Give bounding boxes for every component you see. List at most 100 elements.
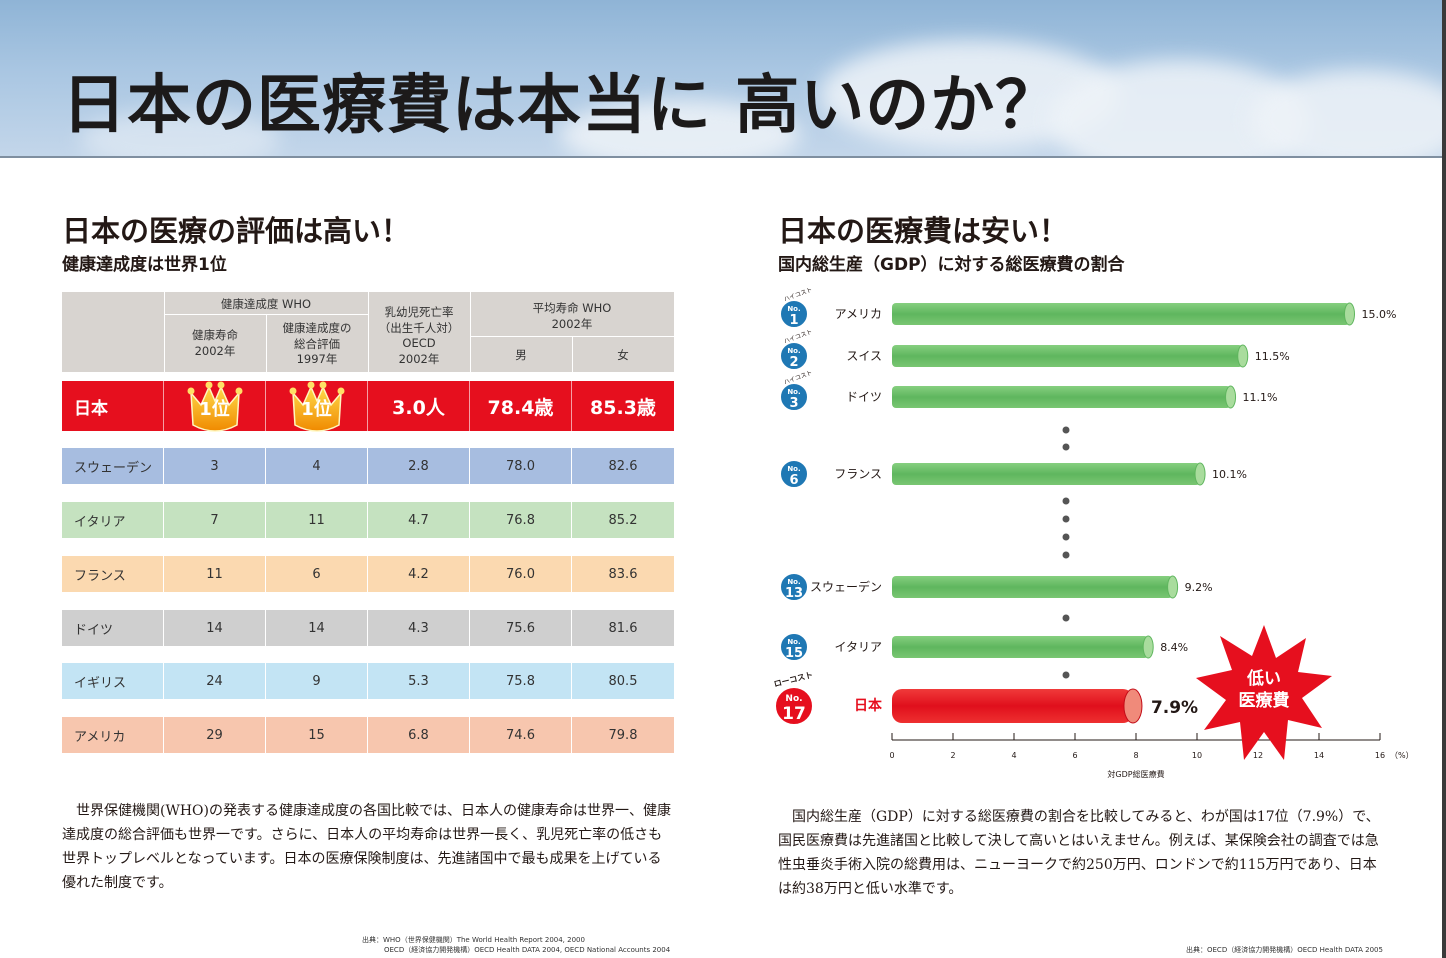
table-row: スウェーデン 3 4 2.8 78.0 82.6 [62, 448, 674, 484]
table-cell-name: フランス [62, 556, 164, 592]
table-header: 健康達成度 WHO 健康寿命 2002年 健康達成度の 総合評価 1997年 乳… [62, 292, 674, 372]
table-cell-infant: 4.3 [368, 610, 470, 646]
header-healthy-life: 健康寿命 2002年 [192, 328, 238, 358]
rank-badge-icon [779, 459, 809, 489]
cloud [80, 110, 280, 156]
sky-header-background [0, 0, 1446, 156]
table-cell-healthy-life: 14 [164, 610, 266, 646]
table-cell-name: イギリス [62, 663, 164, 699]
table-cell-overall: 11 [266, 502, 368, 538]
rank-badge-number: 13 [785, 586, 803, 601]
japan-healthy-life-cell: 1位 [164, 381, 266, 432]
value-label: 9.2% [1185, 581, 1213, 594]
low-cost-burst-text: 低い 医療費 [1194, 668, 1334, 712]
right-section-subtitle: 国内総生産（GDP）に対する総医療費の割合 [778, 255, 1125, 275]
value-label: 7.9% [1151, 698, 1198, 718]
table-cell-female: 85.2 [608, 512, 638, 528]
table-row: フランス 11 6 4.2 76.0 83.6 [62, 556, 674, 592]
value-label: 8.4% [1160, 641, 1188, 654]
low-cost-burst-icon [1196, 625, 1332, 760]
category-label: イタリア [834, 640, 882, 654]
x-tick-label: 12 [1253, 751, 1263, 760]
table-cell-name: スウェーデン [62, 448, 164, 484]
x-tick-label: 4 [1011, 751, 1016, 760]
rank-badge-number: 3 [789, 396, 798, 411]
category-label: フランス [834, 467, 882, 481]
bar-row-5: No.15 イタリア 8.4% [779, 632, 1188, 662]
japan-male-value: 78.4歳 [470, 381, 572, 431]
header-group-who: 健康達成度 WHO [220, 297, 312, 311]
table-cell-infant: 4.2 [368, 556, 470, 592]
table-cell-overall: 9 [266, 663, 368, 699]
ellipsis-dot [1062, 515, 1070, 523]
left-paragraph: 世界保健機関(WHO)の発表する健康達成度の各国比較では、日本人の健康寿命は世界… [62, 803, 671, 891]
table-cell-female: 82.6 [608, 458, 638, 474]
table-cell-male: 74.6 [470, 717, 572, 753]
table-cell-name: アメリカ [62, 717, 164, 753]
rank-badge-icon [779, 632, 809, 662]
rank-badge-number: 2 [789, 355, 798, 370]
rank-badge-icon [779, 572, 809, 602]
table-cell-infant: 5.3 [368, 663, 470, 699]
table-row: イタリア 7 11 4.7 76.8 85.2 [62, 502, 674, 538]
rank-badge-prefix: No. [787, 388, 800, 396]
rank-badge-icon [779, 341, 809, 371]
table-cell-female: 79.8 [608, 727, 638, 743]
table-cell-female: 81.6 [608, 620, 638, 636]
table-cell-name: ドイツ [62, 610, 164, 646]
bar-row-4: No.13 スウェーデン 9.2% [779, 572, 1213, 602]
x-tick-label: 2 [950, 751, 955, 760]
header-male: 男 [515, 348, 527, 362]
japan-healthy-life-value: 1位 [199, 399, 230, 420]
ellipsis-dot [1062, 443, 1070, 451]
japan-female-value: 85.3歳 [590, 396, 656, 419]
table-cell-overall: 4 [266, 448, 368, 484]
crown-icon [187, 381, 242, 432]
bar-row-3: No.6 フランス 10.1% [779, 459, 1247, 489]
burst-line-1: 低い [1247, 669, 1281, 689]
header-overall: 健康達成度の 総合評価 1997年 [282, 321, 352, 367]
x-unit-label: （%） [1390, 751, 1414, 760]
japan-overall-cell: 1位 [266, 381, 368, 432]
ellipsis-dot [1062, 533, 1070, 541]
table-cell-male: 75.6 [470, 610, 572, 646]
table-row: イギリス 24 9 5.3 75.8 80.5 [62, 663, 674, 699]
right-source: 出典：OECD（経済協力開発機構）OECD Health DATA 2005 [1186, 946, 1383, 954]
value-label: 15.0% [1362, 308, 1397, 321]
bar [892, 576, 1173, 598]
bar [892, 463, 1201, 485]
table-cell-overall: 14 [266, 610, 368, 646]
ellipsis-dot [1062, 551, 1070, 559]
table-cell-healthy-life: 11 [164, 556, 266, 592]
cloud [560, 100, 800, 156]
ellipsis-dot [1062, 497, 1070, 505]
rank-badge-icon [779, 299, 809, 329]
header-infant-mortality: 乳幼児死亡率 （出生千人対） OECD 2002年 [378, 305, 460, 366]
table-row: ドイツ 14 14 4.3 75.6 81.6 [62, 610, 674, 646]
right-section-title: 日本の医療費は安い！ [778, 214, 1069, 248]
left-source-2: OECD（経済協力開発機構）OECD Health DATA 2004, OEC… [384, 946, 671, 954]
rank-badge-number: 15 [785, 646, 803, 661]
bar-cap [1194, 462, 1206, 486]
rank-badge-number: 1 [789, 313, 798, 328]
japan-name: 日本 [62, 381, 164, 431]
category-label: アメリカ [835, 307, 882, 321]
japan-infant-value: 3.0人 [368, 381, 470, 431]
table-cell-infant: 6.8 [368, 717, 470, 753]
left-section-subtitle: 健康達成度は世界1位 [62, 255, 227, 275]
page-edge-border [1442, 0, 1446, 958]
burst-line-2: 医療費 [1238, 691, 1290, 711]
table-cell-male: 76.8 [470, 502, 572, 538]
bar-cap [1344, 302, 1355, 326]
table-cell-healthy-life: 29 [164, 717, 266, 753]
rank-badge-prefix: No. [787, 578, 800, 586]
japan-overall-value: 1位 [301, 399, 332, 420]
x-tick-label: 16 [1375, 751, 1385, 760]
header-group-life: 平均寿命 WHO 2002年 [532, 301, 612, 331]
left-section-title: 日本の医療の評価は高い！ [62, 214, 411, 248]
value-label: 11.5% [1255, 350, 1290, 363]
